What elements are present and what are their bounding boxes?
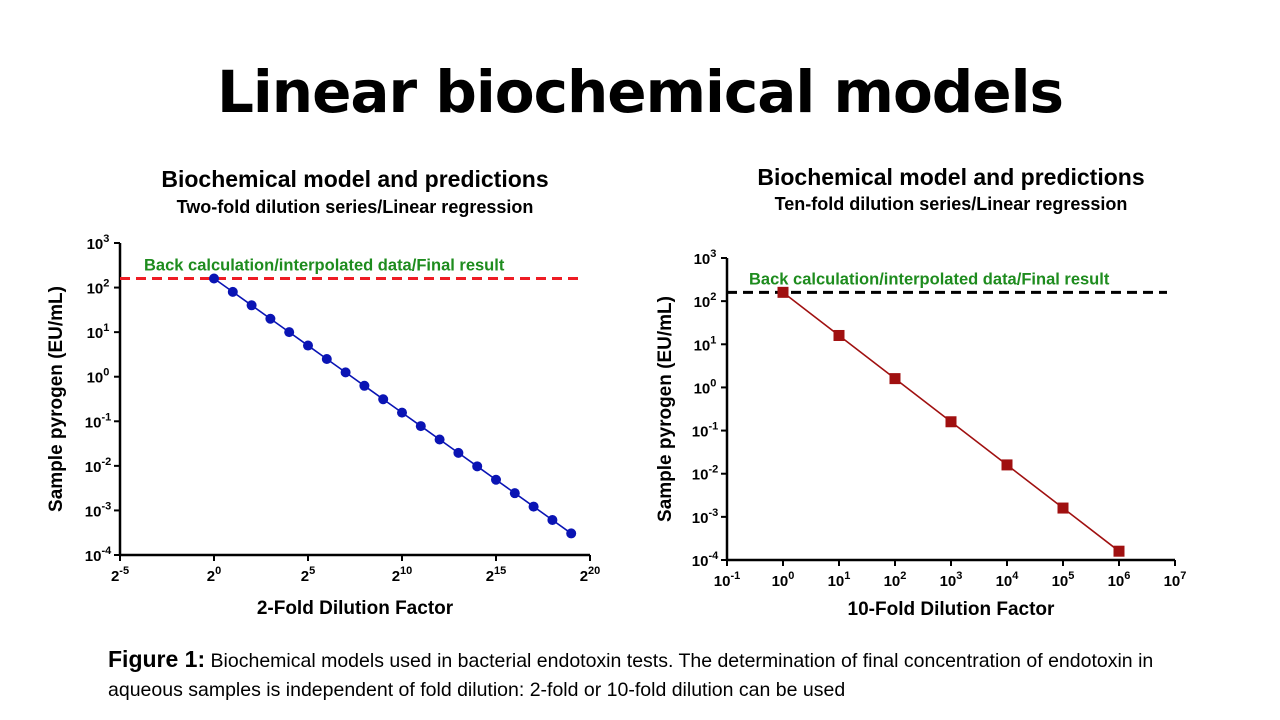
data-point <box>321 353 332 364</box>
data-point <box>472 461 483 472</box>
data-point <box>415 421 426 432</box>
y-axis-label: Sample pyrogen (EU/mL) <box>655 296 676 522</box>
data-point <box>209 273 219 284</box>
data-point <box>777 286 789 298</box>
x-axis-label: 10-Fold Dilution Factor <box>848 599 1055 620</box>
x-tick-label: 103 <box>940 570 963 590</box>
caption-label: Figure 1: <box>108 646 206 672</box>
data-point <box>1057 502 1069 514</box>
data-point <box>945 416 957 428</box>
x-tick-label: 105 <box>1052 570 1075 590</box>
chart-subtitle: Two-fold dilution series/Linear regressi… <box>177 197 534 217</box>
chart-subtitle: Ten-fold dilution series/Linear regressi… <box>775 194 1128 214</box>
x-tick-label: 10-1 <box>714 570 740 590</box>
y-tick-label: 10-4 <box>692 550 719 570</box>
y-tick-label: 102 <box>694 291 717 311</box>
data-point <box>284 327 295 338</box>
y-tick-label: 10-3 <box>692 507 718 527</box>
x-tick-label: 104 <box>996 570 1020 590</box>
data-point <box>547 514 558 525</box>
x-tick-label: 102 <box>884 570 907 590</box>
data-point <box>491 474 501 485</box>
data-point <box>303 340 313 351</box>
data-point <box>1001 459 1013 471</box>
x-tick-label: 106 <box>1108 570 1131 590</box>
data-point <box>528 501 539 512</box>
y-tick-label: 101 <box>694 334 717 354</box>
y-tick-label: 10-2 <box>692 464 718 484</box>
x-axis-label: 2-Fold Dilution Factor <box>257 598 454 619</box>
data-point <box>509 488 520 499</box>
y-tick-label: 103 <box>694 248 717 268</box>
data-point <box>265 313 276 324</box>
y-tick-label: 10-1 <box>692 421 718 441</box>
y-tick-label: 100 <box>694 377 717 397</box>
data-point <box>434 434 445 445</box>
data-point <box>566 528 577 539</box>
data-point <box>1113 545 1125 557</box>
data-point <box>227 286 238 297</box>
data-point <box>453 447 464 458</box>
chart-title: Biochemical model and predictions <box>757 164 1144 190</box>
data-point <box>378 394 389 405</box>
data-point <box>833 329 845 341</box>
slide-title: Linear biochemical models <box>216 58 1064 126</box>
data-point <box>359 380 370 391</box>
reference-line-label: Back calculation/interpolated data/Final… <box>749 270 1110 288</box>
chart-title: Biochemical model and predictions <box>161 166 548 192</box>
y-axis-label: Sample pyrogen (EU/mL) <box>46 286 67 512</box>
data-point <box>889 373 901 385</box>
x-tick-label: 101 <box>828 570 851 590</box>
data-point <box>397 407 407 418</box>
data-point <box>246 300 257 311</box>
figure-caption: Figure 1: Biochemical models used in bac… <box>108 645 1218 705</box>
reference-line-label: Back calculation/interpolated data/Final… <box>144 256 505 274</box>
caption-text: Biochemical models used in bacterial end… <box>108 650 1154 701</box>
x-tick-label: 100 <box>772 570 795 590</box>
x-tick-label: 107 <box>1164 570 1187 590</box>
data-point <box>340 367 351 378</box>
